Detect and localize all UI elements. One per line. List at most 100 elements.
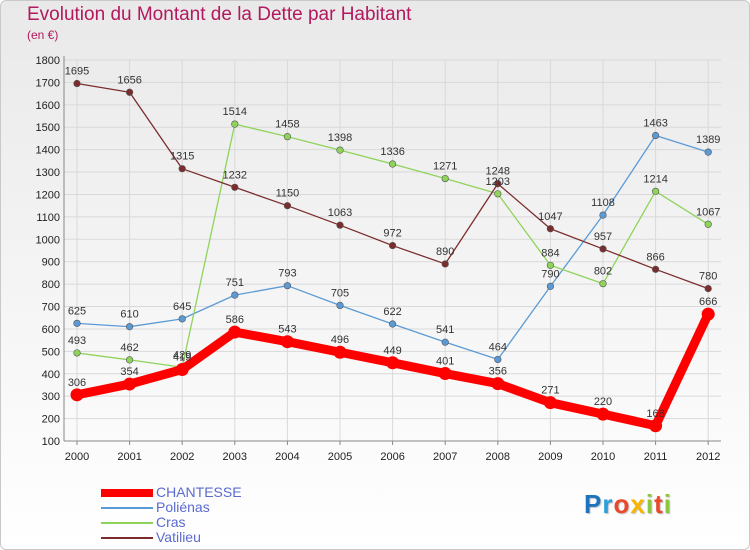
data-label-vatilieu: 780 xyxy=(699,271,717,283)
legend-label: Poliénas xyxy=(156,499,210,515)
data-point-cras xyxy=(389,160,397,168)
legend-item: Cras xyxy=(101,515,242,530)
x-tick-label: 2004 xyxy=(275,451,299,463)
y-tick-label: 600 xyxy=(42,324,60,336)
y-tick-label: 1100 xyxy=(36,212,60,224)
data-point-chantesse xyxy=(543,396,557,410)
data-label-polienas: 793 xyxy=(278,268,296,280)
legend-swatch xyxy=(101,521,153,524)
data-label-polienas: 645 xyxy=(173,301,191,313)
logo-letter: t xyxy=(654,489,664,519)
data-point-cras xyxy=(704,220,712,228)
data-point-chantesse xyxy=(438,367,452,381)
data-label-cras: 1067 xyxy=(696,206,720,218)
logo-letter: P xyxy=(584,489,603,519)
logo-letter: x xyxy=(630,489,646,519)
data-label-vatilieu: 1063 xyxy=(328,207,352,219)
data-point-chantesse xyxy=(70,388,84,402)
y-tick-label: 1800 xyxy=(36,55,60,67)
data-label-chantesse: 419 xyxy=(173,352,191,364)
data-label-chantesse: 220 xyxy=(594,396,612,408)
data-point-chantesse xyxy=(333,345,347,359)
data-point-chantesse xyxy=(228,325,242,339)
data-point-cras xyxy=(73,349,81,357)
data-label-chantesse: 586 xyxy=(226,314,244,326)
data-label-vatilieu: 1695 xyxy=(65,66,89,78)
logo-letter: o xyxy=(613,489,631,519)
data-point-vatilieu xyxy=(389,241,397,250)
y-tick-label: 300 xyxy=(42,391,60,403)
data-label-vatilieu: 1232 xyxy=(223,169,247,181)
y-tick-label: 900 xyxy=(42,257,60,269)
data-label-vatilieu: 890 xyxy=(436,246,454,258)
data-label-vatilieu: 957 xyxy=(594,231,612,243)
y-tick-label: 800 xyxy=(42,279,60,291)
data-point-polienas xyxy=(441,338,449,346)
chart-title: Evolution du Montant de la Dette par Hab… xyxy=(27,4,412,25)
x-tick-label: 2000 xyxy=(65,451,89,463)
data-point-cras xyxy=(651,187,660,195)
data-point-chantesse xyxy=(491,377,505,391)
data-label-chantesse: 543 xyxy=(278,324,296,336)
legend-item: Vatilieu xyxy=(101,530,242,545)
data-label-cras: 1271 xyxy=(433,161,457,173)
data-point-chantesse xyxy=(280,335,294,349)
data-label-cras: 1514 xyxy=(223,106,247,118)
data-label-polienas: 1463 xyxy=(643,118,667,130)
x-tick-label: 2005 xyxy=(328,451,352,463)
data-point-polienas xyxy=(336,301,344,310)
data-label-polienas: 1389 xyxy=(696,134,720,146)
data-label-chantesse: 401 xyxy=(436,356,454,368)
data-label-vatilieu: 972 xyxy=(383,228,401,240)
data-label-cras: 1336 xyxy=(380,146,404,158)
legend-label: CHANTESSE xyxy=(156,484,242,500)
y-tick-label: 1400 xyxy=(36,145,60,157)
data-label-vatilieu: 1656 xyxy=(117,74,141,86)
series-lines xyxy=(70,79,715,433)
data-point-polienas xyxy=(651,131,660,140)
data-label-polienas: 610 xyxy=(120,309,138,321)
data-label-cras: 884 xyxy=(541,247,559,259)
data-point-polienas xyxy=(283,282,292,290)
data-label-cras: 1458 xyxy=(275,119,299,131)
data-label-polienas: 790 xyxy=(541,268,559,280)
data-label-polienas: 541 xyxy=(436,324,454,336)
data-point-vatilieu xyxy=(704,285,712,293)
data-label-cras: 1214 xyxy=(643,173,667,185)
data-label-polienas: 751 xyxy=(226,277,244,289)
data-label-cras: 1398 xyxy=(328,132,352,144)
data-point-vatilieu xyxy=(546,225,555,233)
x-tick-label: 2010 xyxy=(591,451,615,463)
legend-item: Poliénas xyxy=(101,500,242,515)
data-label-polienas: 464 xyxy=(489,341,507,353)
x-tick-label: 2011 xyxy=(644,451,668,463)
data-point-vatilieu xyxy=(73,79,81,88)
data-label-cras: 1203 xyxy=(486,176,510,188)
x-tick-label: 2009 xyxy=(538,451,562,463)
data-point-cras xyxy=(441,174,449,183)
data-point-cras xyxy=(126,356,134,364)
data-point-vatilieu xyxy=(336,221,344,229)
data-point-polienas xyxy=(126,323,134,331)
data-point-polienas xyxy=(231,291,239,299)
data-point-vatilieu xyxy=(494,180,502,188)
y-tick-label: 1600 xyxy=(36,100,60,112)
data-label-vatilieu: 1315 xyxy=(170,151,194,163)
legend: CHANTESSE Poliénas Cras Vatilieu xyxy=(101,485,242,545)
y-tick-label: 1300 xyxy=(36,167,60,179)
x-tick-label: 2006 xyxy=(380,451,404,463)
data-point-vatilieu xyxy=(441,260,449,268)
logo-letter: i xyxy=(645,489,655,519)
data-point-vatilieu xyxy=(651,265,660,273)
data-label-chantesse: 306 xyxy=(68,377,86,389)
x-tick-label: 2008 xyxy=(486,451,510,463)
data-point-vatilieu xyxy=(283,202,292,210)
data-point-chantesse xyxy=(649,419,663,433)
legend-swatch xyxy=(101,488,153,497)
data-label-polienas: 622 xyxy=(383,306,401,318)
data-point-cras xyxy=(336,146,344,154)
logo-letter: i xyxy=(663,489,672,519)
data-label-vatilieu: 1150 xyxy=(276,188,300,200)
